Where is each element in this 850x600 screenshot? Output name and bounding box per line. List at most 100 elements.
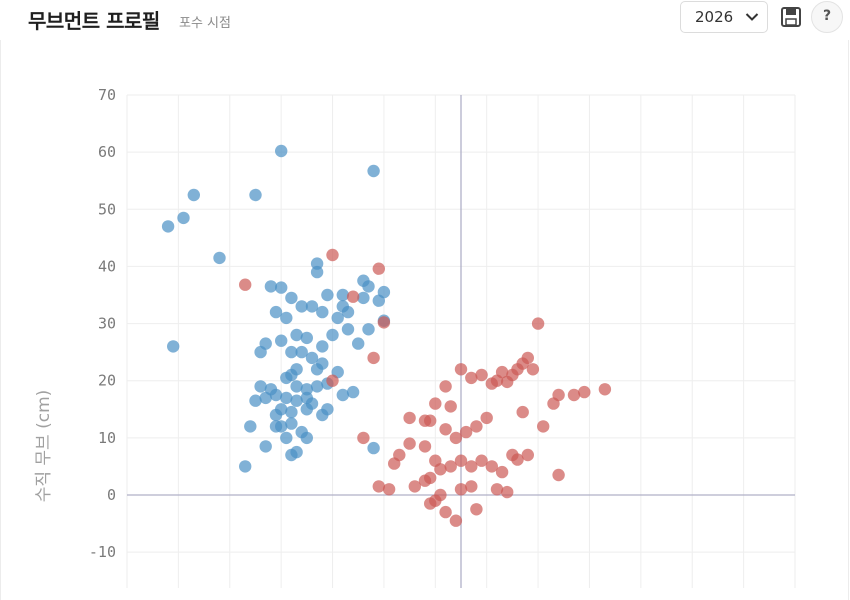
- data-point: [511, 453, 524, 466]
- axes: [127, 95, 795, 588]
- data-point: [254, 345, 267, 359]
- data-point: [285, 405, 298, 419]
- data-point: [552, 388, 565, 402]
- data-point: [434, 488, 447, 502]
- y-tick-label: 50: [98, 200, 116, 218]
- data-point: [285, 345, 298, 359]
- data-point: [280, 371, 293, 385]
- data-point: [280, 391, 293, 405]
- chart-panel: [0, 40, 849, 600]
- data-point: [300, 331, 313, 345]
- data-point: [465, 480, 478, 493]
- data-point: [444, 460, 457, 473]
- data-point: [285, 417, 298, 430]
- data-point: [213, 251, 226, 265]
- data-point: [346, 385, 360, 399]
- data-point: [239, 460, 252, 473]
- help-button[interactable]: ?: [811, 1, 843, 33]
- data-point: [367, 164, 380, 178]
- header: 무브먼트 프로필 포수 시점 2026 ?: [0, 0, 850, 40]
- data-point: [259, 440, 272, 453]
- data-point: [249, 188, 262, 202]
- data-point: [295, 345, 308, 359]
- data-point: [439, 423, 452, 436]
- y-ticks: 70 60 50 40 30 20 10 0 -10: [89, 86, 116, 561]
- save-button[interactable]: [775, 1, 807, 33]
- question-mark-icon: ?: [822, 8, 832, 24]
- data-point: [167, 340, 180, 353]
- data-point: [326, 248, 339, 262]
- data-point: [249, 394, 262, 407]
- data-point: [475, 454, 488, 467]
- data-point: [321, 288, 334, 302]
- data-point: [300, 383, 313, 396]
- data-point: [305, 397, 319, 410]
- data-point: [403, 411, 416, 425]
- data-point: [388, 457, 401, 470]
- data-point: [326, 328, 339, 342]
- data-point: [362, 323, 375, 336]
- data-point: [362, 280, 375, 293]
- data-point: [372, 262, 385, 275]
- data-point: [490, 483, 504, 496]
- y-tick-label: 20: [98, 372, 116, 390]
- y-tick-label: 10: [98, 429, 116, 447]
- data-point: [275, 334, 288, 347]
- page-title: 무브먼트 프로필: [28, 9, 160, 33]
- data-point: [346, 290, 360, 303]
- data-point: [552, 468, 565, 482]
- data-point: [521, 351, 534, 365]
- data-point: [295, 300, 308, 313]
- data-point: [305, 351, 319, 365]
- data-point: [567, 388, 581, 402]
- data-point: [418, 440, 432, 453]
- data-point: [434, 463, 447, 476]
- data-point: [275, 281, 288, 294]
- y-tick-label: 30: [98, 315, 116, 333]
- data-point: [439, 380, 452, 393]
- data-point: [470, 503, 483, 516]
- y-tick-label: 70: [98, 86, 116, 104]
- data-point: [264, 383, 278, 396]
- data-point: [408, 480, 421, 493]
- data-point: [321, 403, 334, 416]
- data-point: [598, 383, 612, 396]
- data-point: [454, 363, 468, 376]
- data-point: [578, 385, 591, 399]
- data-point: [357, 431, 370, 445]
- data-point: [341, 323, 355, 336]
- data-point: [372, 294, 385, 307]
- year-select[interactable]: 2026: [680, 1, 768, 33]
- data-points: [161, 144, 612, 527]
- data-point: [526, 363, 540, 376]
- data-point: [424, 471, 437, 485]
- data-point: [290, 380, 303, 393]
- data-point: [244, 420, 257, 433]
- page-subtitle: 포수 시점: [179, 16, 231, 31]
- data-point: [372, 480, 385, 493]
- data-point: [465, 460, 478, 473]
- data-point: [326, 374, 339, 387]
- y-tick-label: 0: [107, 486, 116, 504]
- data-point: [470, 420, 483, 433]
- data-point: [269, 305, 283, 319]
- data-point: [239, 278, 252, 291]
- data-point: [501, 485, 514, 499]
- data-point: [280, 311, 293, 325]
- data-point: [424, 497, 437, 510]
- data-point: [454, 483, 468, 496]
- data-point: [331, 311, 344, 325]
- data-point: [444, 400, 457, 413]
- data-point: [485, 460, 498, 473]
- data-point: [264, 280, 278, 293]
- data-point: [187, 188, 200, 202]
- chevron-down-icon: [745, 13, 759, 21]
- data-point: [177, 211, 190, 225]
- data-point: [254, 380, 267, 393]
- data-point: [161, 220, 175, 233]
- data-point: [429, 397, 442, 410]
- y-axis-label: 수직 무브 (cm): [34, 390, 54, 503]
- data-point: [495, 465, 509, 479]
- data-point: [418, 414, 432, 427]
